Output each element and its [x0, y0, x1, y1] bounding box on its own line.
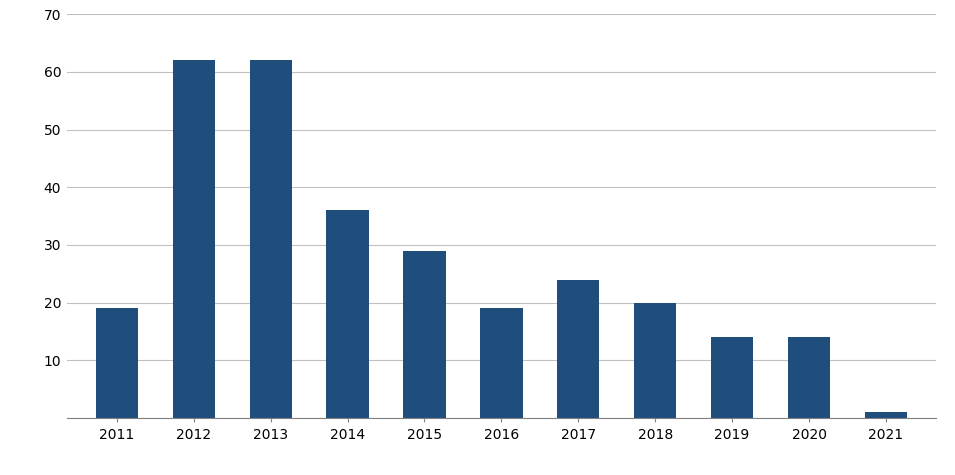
Bar	[96, 308, 138, 418]
Bar	[711, 337, 753, 418]
Bar	[634, 303, 676, 418]
Bar	[249, 60, 292, 418]
Bar	[173, 60, 215, 418]
Bar	[403, 251, 446, 418]
Bar	[557, 280, 600, 418]
Bar	[865, 412, 907, 418]
Bar	[327, 210, 369, 418]
Bar	[480, 308, 522, 418]
Bar	[788, 337, 830, 418]
